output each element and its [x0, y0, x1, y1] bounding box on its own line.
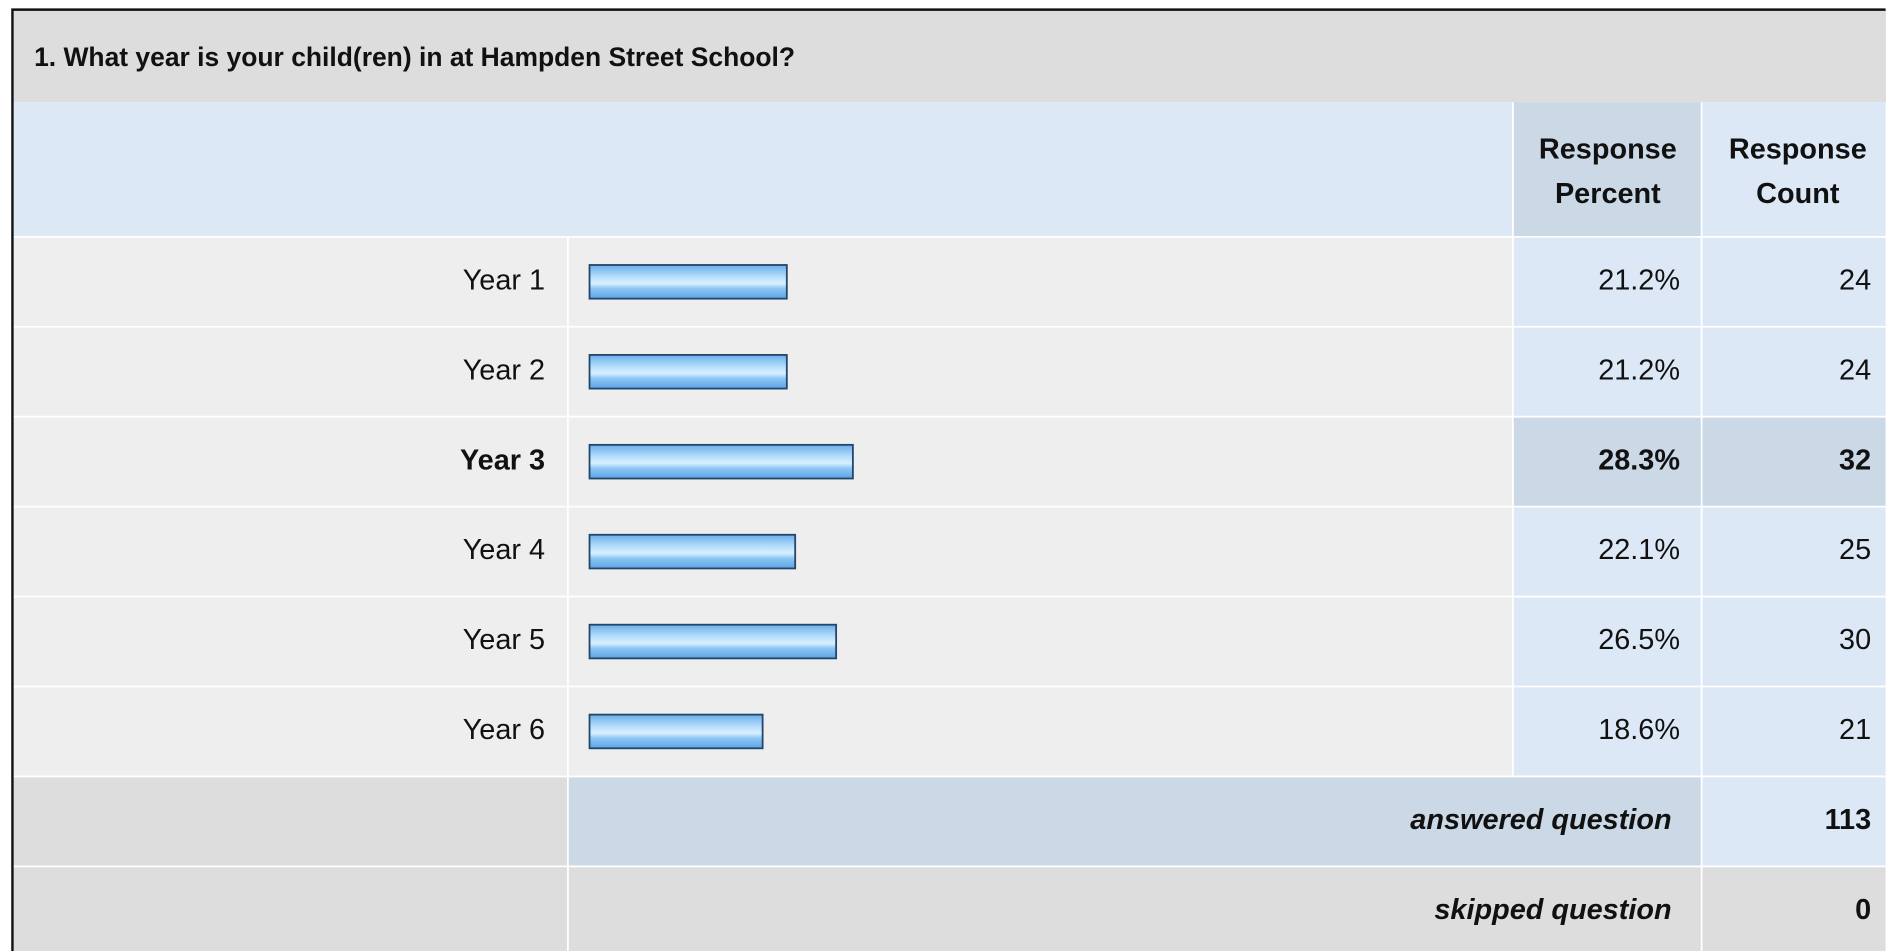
footer-count-cell — [1701, 776, 1886, 867]
percent-cell — [1512, 416, 1702, 507]
count-cell — [1701, 416, 1886, 507]
percent-value: 18.6% — [1598, 714, 1680, 746]
count-value: 25 — [1839, 534, 1871, 566]
percent-value: 21.2% — [1598, 264, 1680, 296]
bar — [588, 713, 764, 750]
count-cell — [1701, 506, 1886, 597]
row-label: Year 3 — [460, 444, 545, 476]
percent-cell — [1512, 236, 1702, 327]
percent-cell — [1512, 326, 1702, 417]
bar — [588, 443, 854, 480]
footer-count-cell — [1701, 866, 1886, 951]
percent-cell — [1512, 596, 1702, 687]
row-label: Year 6 — [463, 714, 545, 746]
label-cell — [12, 326, 568, 417]
header-blank — [12, 102, 1513, 237]
footer-label-cell — [567, 866, 1702, 951]
count-cell — [1701, 686, 1886, 777]
label-cell — [12, 596, 568, 687]
count-value: 21 — [1839, 714, 1871, 746]
footer-label: skipped question — [1434, 894, 1671, 926]
row-label: Year 1 — [463, 264, 545, 296]
outer-border — [11, 8, 1886, 951]
percent-value: 26.5% — [1598, 624, 1680, 656]
footer-left — [12, 866, 568, 951]
footer-left — [12, 776, 568, 867]
count-value: 24 — [1839, 354, 1871, 386]
count-value: 32 — [1839, 444, 1871, 476]
label-cell — [12, 236, 568, 327]
bar — [588, 264, 788, 300]
row-label: Year 2 — [463, 354, 545, 386]
count-cell — [1701, 326, 1886, 417]
percent-value: 22.1% — [1598, 534, 1680, 566]
percent-value: 28.3% — [1598, 444, 1680, 476]
footer-count: 0 — [1855, 894, 1871, 926]
count-value: 24 — [1839, 264, 1871, 296]
bar — [588, 354, 788, 390]
count-cell — [1701, 236, 1886, 327]
count-value: 30 — [1839, 624, 1871, 656]
label-cell — [12, 416, 568, 507]
header-percent-cell — [1512, 102, 1702, 237]
row-label: Year 4 — [463, 534, 545, 566]
label-cell — [12, 506, 568, 597]
question-title: 1. What year is your child(ren) in at Ha… — [34, 42, 795, 72]
percent-value: 21.2% — [1598, 354, 1680, 386]
footer-label: answered question — [1410, 804, 1671, 836]
footer-label-cell — [567, 776, 1702, 867]
percent-cell — [1512, 506, 1702, 597]
label-cell — [12, 686, 568, 777]
row-label: Year 5 — [463, 624, 545, 656]
bar — [588, 623, 838, 660]
footer-count: 113 — [1825, 804, 1872, 836]
bar — [588, 533, 797, 570]
header-percent: Response Percent — [1539, 133, 1677, 209]
percent-cell — [1512, 686, 1702, 777]
title-row — [12, 9, 1886, 103]
count-cell — [1701, 596, 1886, 687]
header-count: Response Count — [1729, 133, 1867, 209]
header-count-cell — [1701, 102, 1886, 237]
